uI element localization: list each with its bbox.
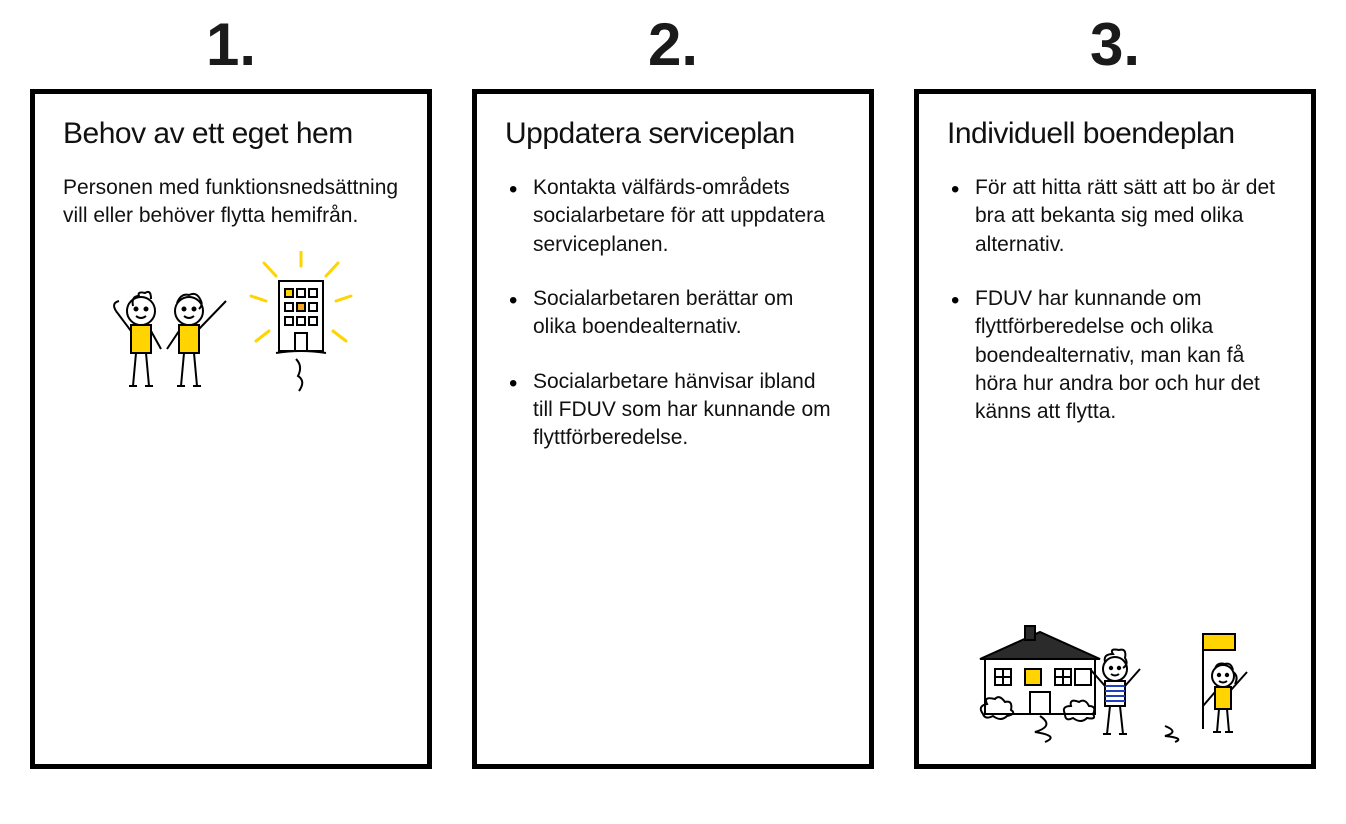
panel-2-wrap: 2. Uppdatera serviceplan Kontakta välfär… (472, 10, 874, 769)
two-people-building-icon (101, 251, 361, 411)
panel-1-wrap: 1. Behov av ett eget hem Personen med fu… (30, 10, 432, 769)
panel-3-illustration (919, 614, 1311, 744)
list-item: Kontakta välfärds-områdets socialarbetar… (533, 174, 841, 259)
panel-1-number: 1. (206, 10, 256, 79)
panel-1: Behov av ett eget hem Personen med funkt… (30, 89, 432, 769)
panel-3-wrap: 3. Individuell boendeplan För att hitta … (914, 10, 1316, 769)
list-item: För att hitta rätt sätt att bo är det br… (975, 174, 1283, 259)
house-people-sign-icon (965, 614, 1265, 744)
infographic-container: 1. Behov av ett eget hem Personen med fu… (0, 0, 1346, 789)
panel-2-number: 2. (648, 10, 698, 79)
panel-3-body: För att hitta rätt sätt att bo är det br… (947, 174, 1283, 427)
panel-3-number: 3. (1090, 10, 1140, 79)
panel-1-title: Behov av ett eget hem (63, 116, 399, 152)
panel-2-title: Uppdatera serviceplan (505, 116, 841, 152)
panel-1-illustration (63, 251, 399, 411)
list-item: Socialarbetare hänvisar ibland till FDUV… (533, 368, 841, 453)
panel-3-bullets: För att hitta rätt sätt att bo är det br… (947, 174, 1283, 427)
panel-3: Individuell boendeplan För att hitta rät… (914, 89, 1316, 769)
panel-1-body: Personen med funktionsnedsättning vill e… (63, 174, 399, 231)
panel-2-body: Kontakta välfärds-områdets socialarbetar… (505, 174, 841, 453)
panel-1-paragraph: Personen med funktionsnedsättning vill e… (63, 174, 399, 231)
list-item: Socialarbetaren berättar om olika boende… (533, 285, 841, 342)
panel-2-bullets: Kontakta välfärds-områdets socialarbetar… (505, 174, 841, 453)
panel-2: Uppdatera serviceplan Kontakta välfärds-… (472, 89, 874, 769)
panel-3-title: Individuell boendeplan (947, 116, 1283, 152)
list-item: FDUV har kunnande om flyttförberedelse o… (975, 285, 1283, 427)
